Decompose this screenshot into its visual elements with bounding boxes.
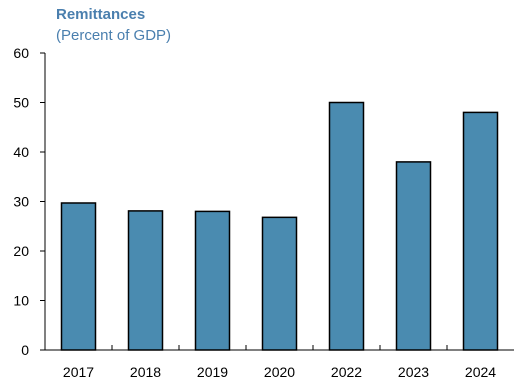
bar (194, 210, 231, 351)
y-tick-label: 40 (13, 144, 29, 160)
y-tick-label: 0 (21, 342, 29, 358)
y-tick-label: 50 (13, 95, 29, 111)
bar (127, 210, 164, 351)
x-tick-label: 2018 (130, 364, 161, 380)
bar (60, 202, 97, 351)
chart-subtitle: (Percent of GDP) (56, 27, 172, 44)
x-tick-label: 2019 (197, 364, 228, 380)
bar (261, 216, 298, 351)
x-tick-label: 2024 (465, 364, 496, 380)
y-tick-label: 60 (13, 45, 29, 61)
x-tick-label: 2023 (398, 364, 429, 380)
x-tick-label: 2020 (264, 364, 295, 380)
x-tick-label: 2017 (63, 364, 94, 380)
y-tick-label: 30 (13, 194, 29, 210)
bar (395, 161, 432, 351)
chart-title: Remittances (56, 6, 146, 23)
y-tick-label: 10 (13, 293, 29, 309)
bar (328, 101, 365, 351)
bar (462, 111, 499, 351)
y-tick-label: 20 (13, 243, 29, 259)
x-tick-label: 2022 (331, 364, 362, 380)
